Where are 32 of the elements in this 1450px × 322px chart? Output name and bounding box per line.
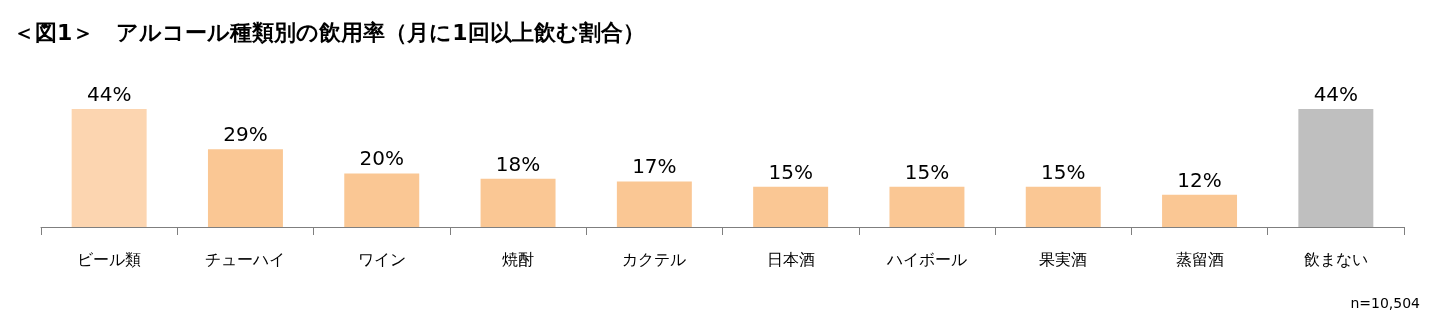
x-tick-label: カクテル xyxy=(622,249,687,269)
x-tick-label: 日本酒 xyxy=(766,249,815,269)
data-label: 12% xyxy=(1177,167,1222,192)
bar xyxy=(480,178,556,227)
x-tick-label: ハイボール xyxy=(885,249,967,269)
bar xyxy=(207,149,283,227)
data-label: 44% xyxy=(86,82,132,107)
data-label: 18% xyxy=(495,151,541,176)
text: n=10,504 xyxy=(1350,295,1421,311)
bar xyxy=(1025,186,1101,227)
bar xyxy=(1298,109,1374,227)
data-label: 17% xyxy=(632,154,677,179)
x-tick-label: ワイン xyxy=(357,249,406,269)
bar xyxy=(889,186,965,227)
bar xyxy=(1162,194,1238,227)
x-tick-label: チューハイ xyxy=(205,249,286,269)
data-label: 44% xyxy=(1313,82,1359,107)
x-tick-label: 飲まない xyxy=(1303,249,1368,269)
data-label: 29% xyxy=(223,122,268,147)
x-tick-label: 果実酒 xyxy=(1039,249,1088,269)
bar xyxy=(71,109,147,227)
data-label: 15% xyxy=(1041,159,1086,184)
data-label: 20% xyxy=(359,146,404,171)
bar xyxy=(753,186,829,227)
data-label: 15% xyxy=(904,159,950,184)
x-tick-label: 蒸留酒 xyxy=(1175,249,1224,269)
data-label: 15% xyxy=(768,159,813,184)
bar xyxy=(344,173,420,227)
chart-title: ＜図1＞ アルコール種類別の飲用率（月に1回以上飲む割合） xyxy=(13,19,645,45)
x-tick-label: ビール類 xyxy=(77,249,142,269)
x-tick-label: 焼酎 xyxy=(502,249,535,269)
bar xyxy=(616,181,692,227)
